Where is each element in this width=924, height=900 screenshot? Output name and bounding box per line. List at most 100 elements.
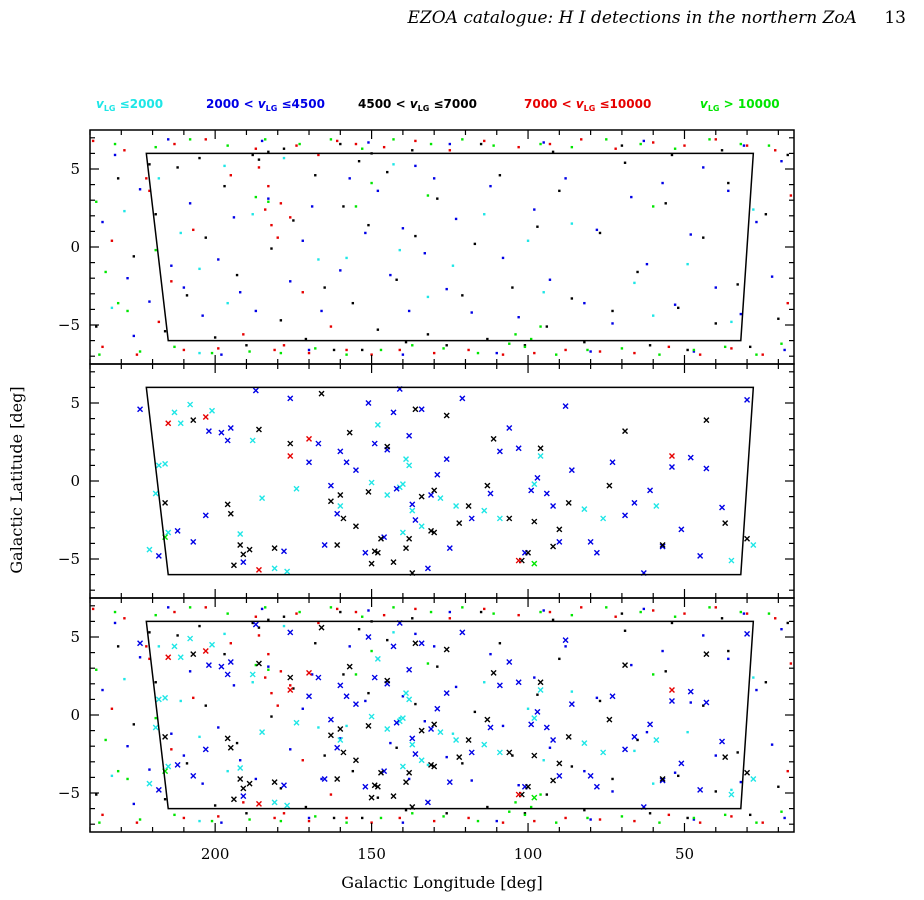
point-red: [515, 557, 522, 564]
point-blue: [647, 487, 654, 494]
point-black: [204, 236, 207, 239]
point-black: [368, 560, 375, 567]
point-red: [483, 139, 486, 143]
point-black: [412, 406, 419, 413]
point-black: [611, 309, 614, 313]
point-black: [377, 535, 384, 542]
point-black: [198, 156, 201, 160]
point-cyan: [483, 213, 486, 216]
point-blue: [409, 501, 416, 508]
point-blue: [389, 741, 392, 745]
point-cyan: [399, 481, 406, 488]
point-blue: [365, 634, 372, 640]
point-red: [289, 216, 292, 219]
point-blue: [202, 746, 209, 753]
point-green: [620, 815, 624, 818]
point-green: [361, 147, 364, 150]
point-cyan: [728, 791, 735, 798]
point-blue: [252, 621, 259, 628]
page-number: 13: [884, 8, 906, 28]
point-black: [443, 412, 450, 419]
point-black: [445, 344, 448, 347]
point-black: [257, 626, 261, 629]
point-green: [476, 819, 480, 823]
point-blue: [182, 286, 186, 289]
point-blue: [564, 177, 567, 180]
point-red: [202, 414, 209, 421]
y-tick-label: 5: [70, 160, 80, 178]
point-green: [116, 769, 120, 773]
point-cyan: [384, 492, 391, 499]
point-red: [192, 228, 195, 232]
point-green: [188, 606, 192, 609]
point-black: [352, 523, 359, 530]
point-red: [145, 177, 148, 180]
point-blue: [631, 499, 638, 506]
point-blue: [301, 707, 304, 710]
point-cyan: [223, 164, 226, 168]
point-red: [306, 669, 313, 676]
point-blue: [446, 545, 453, 552]
point-blue: [287, 395, 294, 402]
point-red: [202, 648, 209, 655]
point-green: [739, 142, 743, 146]
point-red: [110, 707, 114, 710]
point-red: [295, 144, 298, 147]
point-green: [370, 649, 373, 653]
point-blue: [568, 467, 575, 474]
point-blue: [517, 316, 520, 319]
point-black: [461, 762, 464, 765]
point-black: [270, 247, 273, 250]
point-blue: [454, 217, 458, 221]
point-black: [565, 499, 572, 506]
point-blue: [673, 771, 677, 774]
point-red: [317, 621, 320, 625]
point-blue: [101, 220, 104, 224]
point-cyan: [237, 531, 244, 538]
point-blue: [132, 334, 136, 338]
point-blue: [434, 705, 441, 712]
point-black: [720, 149, 724, 152]
point-cyan: [271, 799, 278, 806]
point-blue: [448, 610, 452, 614]
point-blue: [755, 220, 758, 224]
point-blue: [562, 403, 569, 410]
point-green: [531, 794, 538, 801]
point-blue: [280, 782, 287, 789]
point-black: [282, 147, 286, 150]
point-black: [368, 794, 375, 801]
point-black: [357, 160, 361, 163]
point-black: [428, 761, 435, 768]
point-black: [570, 297, 574, 300]
point-black: [267, 150, 270, 154]
point-green: [723, 345, 727, 349]
point-blue: [550, 736, 557, 743]
point-cyan: [403, 456, 410, 463]
point-blue: [564, 645, 567, 648]
point-red: [774, 617, 777, 620]
point-blue: [126, 277, 129, 280]
point-black: [623, 161, 627, 164]
point-black: [418, 727, 425, 734]
point-black: [744, 535, 751, 542]
point-black: [213, 804, 217, 807]
point-black: [664, 202, 667, 205]
point-blue: [310, 673, 314, 676]
point-green: [514, 801, 517, 804]
y-tick-label: −5: [58, 550, 80, 568]
y-tick-label: 0: [70, 706, 80, 724]
point-cyan: [282, 156, 286, 160]
point-black: [386, 170, 389, 174]
point-red: [432, 351, 436, 355]
point-blue: [533, 208, 536, 211]
point-cyan: [271, 565, 278, 572]
point-blue: [739, 780, 743, 784]
point-red: [633, 351, 636, 355]
point-black: [536, 693, 539, 696]
point-black: [340, 749, 347, 756]
point-black: [443, 646, 450, 653]
point-cyan: [123, 209, 126, 213]
point-black: [511, 754, 514, 757]
point-blue: [609, 459, 616, 466]
point-cyan: [600, 749, 607, 756]
